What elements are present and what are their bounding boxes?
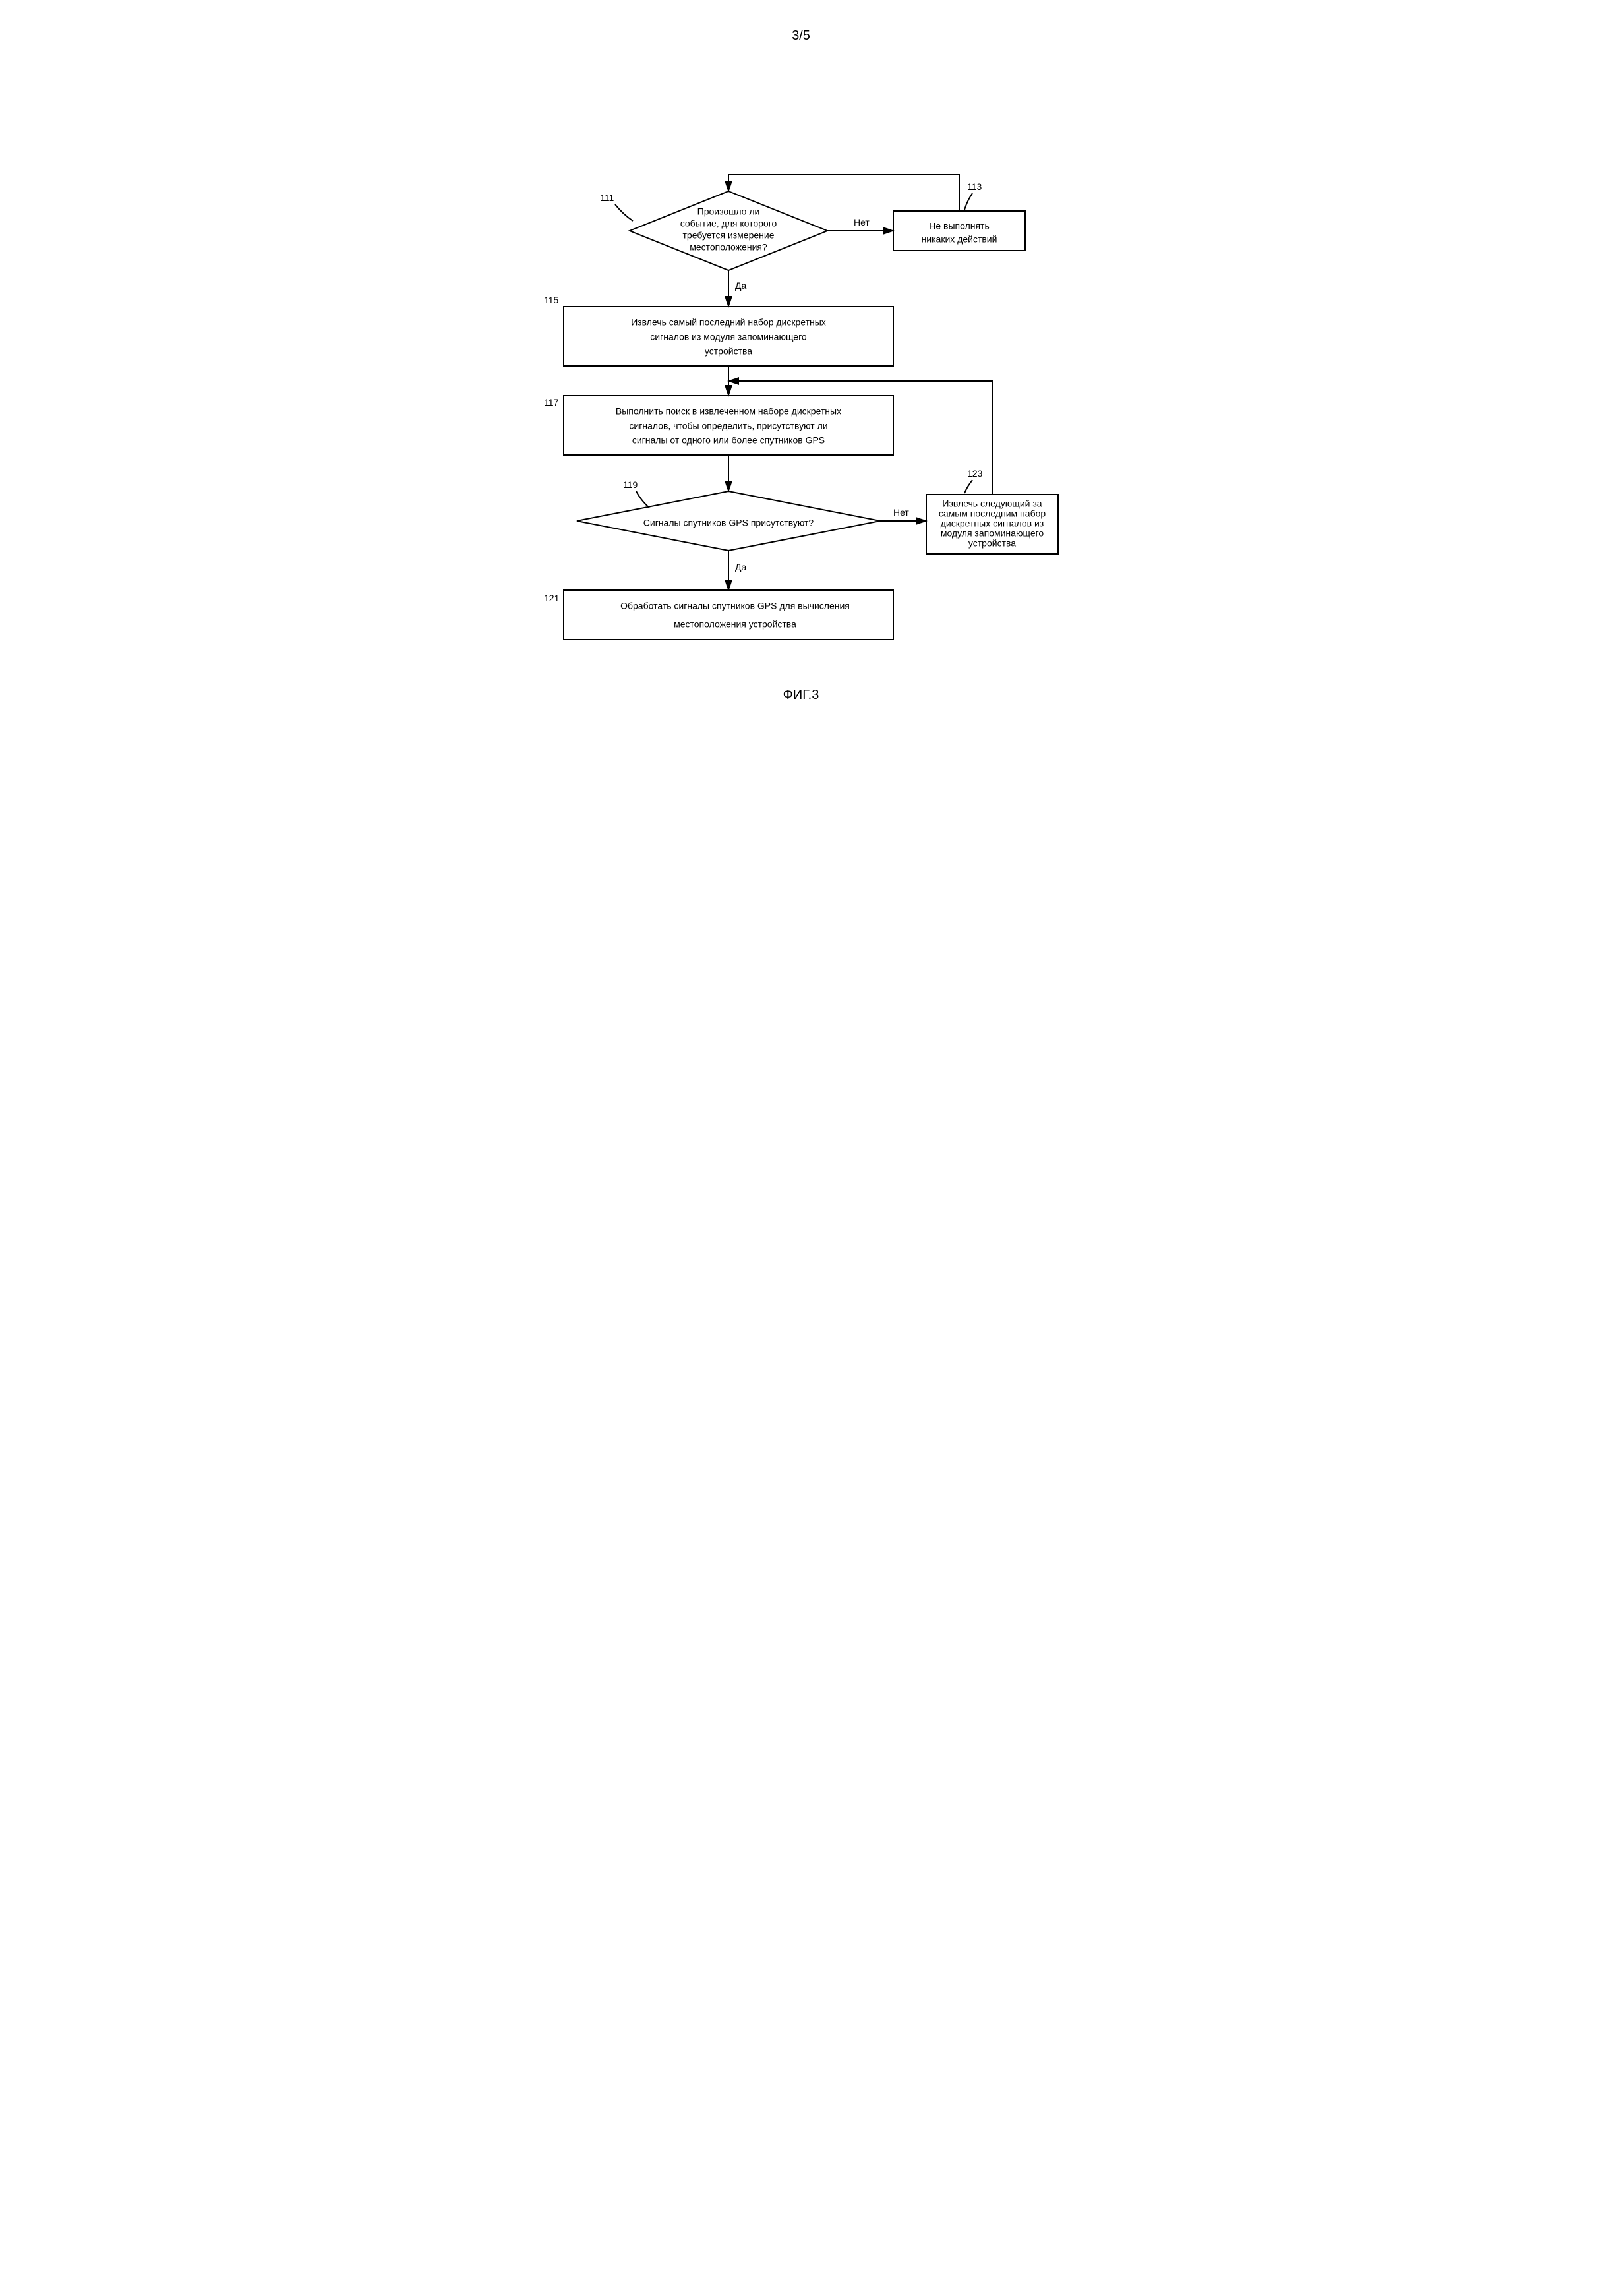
edge-111-no-label: Нет [854,217,870,227]
node-115-box: Извлечь самый последний набор дискретных… [564,307,893,366]
ref-119: 119 [623,479,638,490]
edge-111-yes-label: Да [735,280,746,291]
edge-119-yes-label: Да [735,562,746,572]
node-113-line1: Не выполнять [929,221,990,231]
node-119-line1: Сигналы спутников GPS присутствуют? [643,518,814,528]
node-123-line2: самым последним набор [939,508,1046,519]
node-117-line2: сигналов, чтобы определить, присутствуют… [629,421,827,431]
node-115-line2: сигналов из модуля запоминающего [650,332,807,342]
page-number: 3/5 [792,28,810,43]
node-111-decision: Произошло ли событие, для которого требу… [630,191,827,270]
node-121-line1: Обработать сигналы спутников GPS для выч… [620,601,850,611]
ref-117: 117 [544,397,559,408]
edge-119-no-label: Нет [893,507,909,518]
node-123-line1: Извлечь следующий за [942,498,1042,509]
ref-111: 111 [600,193,614,203]
node-111-line4: местоположения? [690,242,767,253]
node-119-decision: Сигналы спутников GPS присутствуют? [577,491,880,551]
node-121-line2: местоположения устройства [674,619,796,630]
ref-121: 121 [544,593,560,603]
ref-113-hook [964,193,972,210]
figure-label: ФИГ.3 [783,688,819,702]
node-117-line3: сигналы от одного или более спутников GP… [632,435,825,446]
node-123-line5: устройства [968,538,1016,549]
node-113-box: Не выполнять никаких действий [893,211,1025,251]
node-123-line4: модуля запоминающего [941,528,1044,539]
node-115-line1: Извлечь самый последний набор дискретных [631,317,826,328]
ref-113: 113 [967,181,982,192]
ref-123-hook [964,480,972,493]
node-117-box: Выполнить поиск в извлеченном наборе дис… [564,396,893,455]
node-113-line2: никаких действий [922,234,997,245]
node-121-box: Обработать сигналы спутников GPS для выч… [564,590,893,640]
ref-111-hook [615,204,633,221]
ref-119-hook [636,491,649,508]
node-123-box: Извлечь следующий за самым последним наб… [926,495,1058,554]
ref-115: 115 [544,295,559,305]
node-123-line3: дискретных сигналов из [941,518,1044,529]
node-115-line3: устройства [705,346,752,357]
node-117-line1: Выполнить поиск в извлеченном наборе дис… [616,406,841,417]
node-111-line2: событие, для которого [680,218,777,229]
ref-123: 123 [967,468,983,479]
node-111-line3: требуется измерение [683,230,775,241]
flowchart-svg: 3/5 Произошло ли событие, для которого т… [471,0,1131,943]
node-111-line1: Произошло ли [697,206,760,217]
